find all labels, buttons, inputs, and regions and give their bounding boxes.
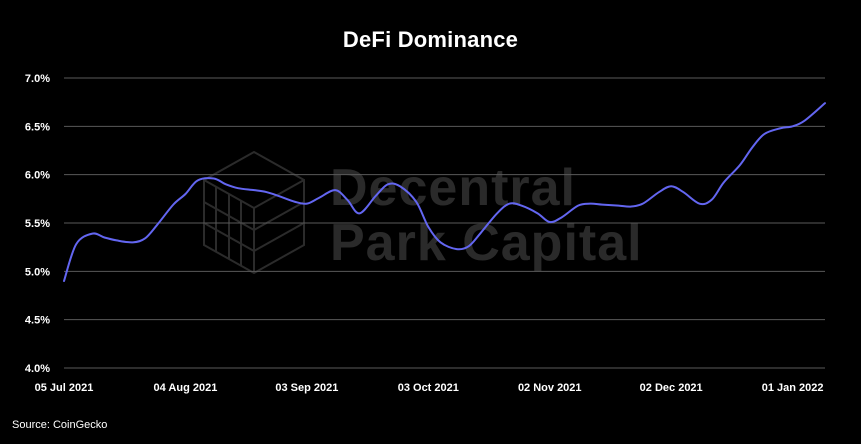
x-tick-label: 03 Sep 2021 (275, 382, 338, 394)
x-tick-label: 02 Dec 2021 (640, 382, 703, 394)
series-line (63, 102, 826, 282)
y-tick-label: 5.5% (25, 218, 50, 230)
watermark-line-1: Decentral (330, 159, 576, 217)
y-tick-label: 6.0% (25, 170, 50, 182)
x-tick-label: 04 Aug 2021 (154, 382, 218, 394)
x-tick-label: 05 Jul 2021 (35, 382, 94, 394)
source-note: Source: CoinGecko (12, 419, 108, 431)
y-tick-label: 4.0% (25, 363, 50, 375)
gridlines (64, 77, 825, 369)
watermark: Decentral Park Capital (203, 150, 643, 275)
chart-title: DeFi Dominance (342, 27, 519, 52)
x-axis-ticks: 05 Jul 2021 04 Aug 2021 03 Sep 2021 03 Oct … (35, 382, 824, 394)
x-tick-label: 01 Jan 2022 (762, 382, 824, 394)
x-tick-label: 03 Oct 2021 (398, 382, 459, 394)
cube-logo-icon (203, 150, 305, 275)
y-tick-label: 7.0% (25, 73, 50, 85)
watermark-line-2: Park Capital (330, 214, 643, 272)
y-tick-label: 5.0% (25, 266, 50, 278)
y-axis-ticks: 4.0% 4.5% 5.0% 5.5% 6.0% 6.5% 7.0% (25, 73, 50, 375)
y-tick-label: 4.5% (25, 315, 50, 327)
x-tick-label: 02 Nov 2021 (518, 382, 582, 394)
y-tick-label: 6.5% (25, 121, 50, 133)
